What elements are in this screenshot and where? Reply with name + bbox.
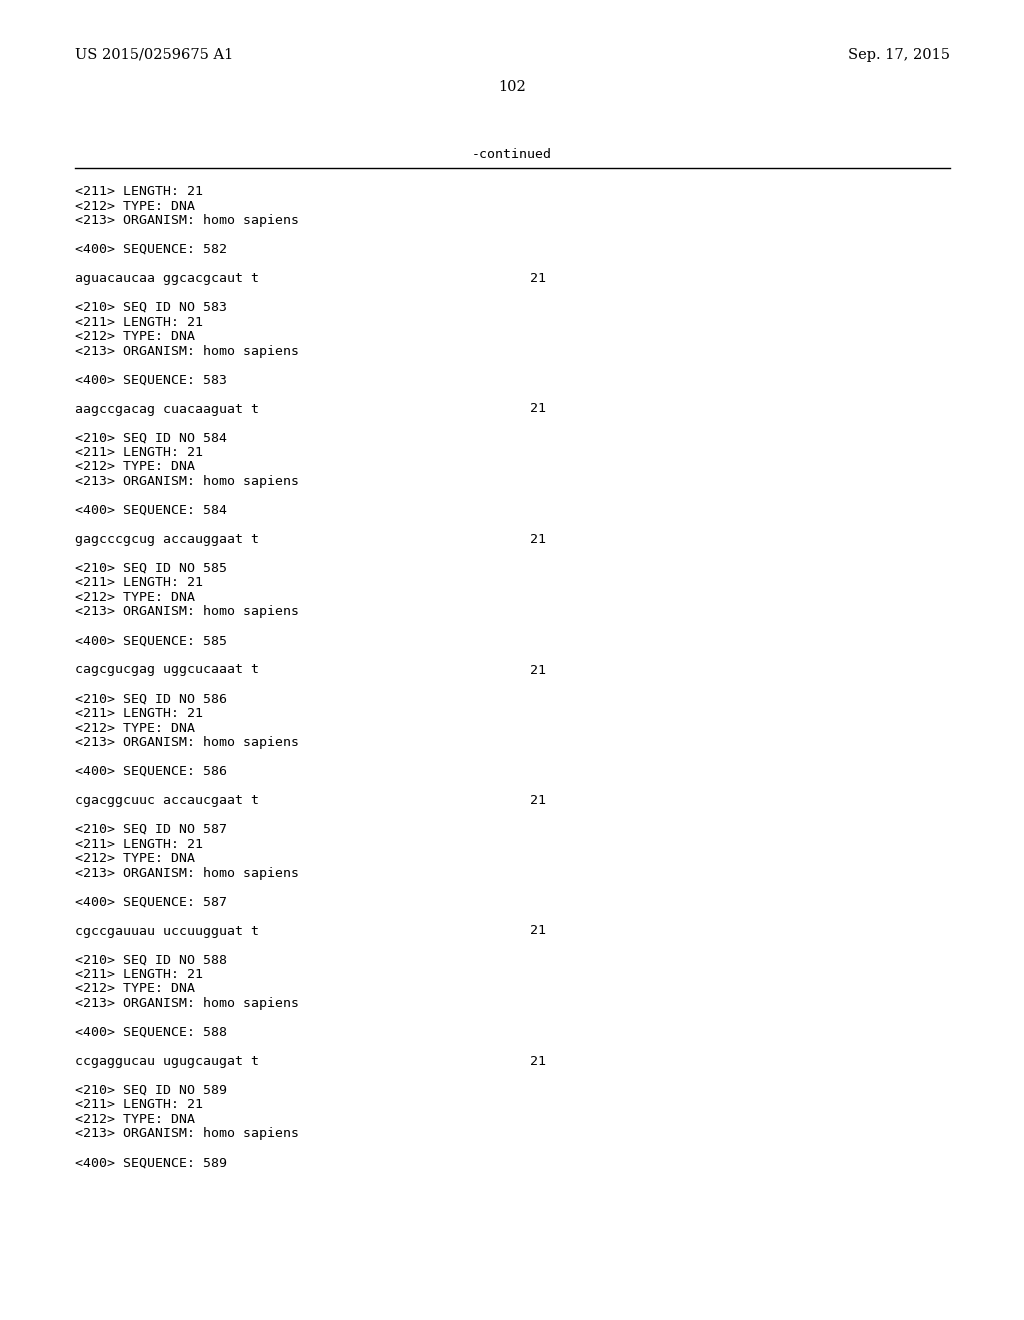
- Text: cagcgucgag uggcucaaat t: cagcgucgag uggcucaaat t: [75, 664, 259, 676]
- Text: <400> SEQUENCE: 583: <400> SEQUENCE: 583: [75, 374, 227, 387]
- Text: 102: 102: [498, 81, 526, 94]
- Text: aguacaucaa ggcacgcaut t: aguacaucaa ggcacgcaut t: [75, 272, 259, 285]
- Text: <212> TYPE: DNA: <212> TYPE: DNA: [75, 199, 195, 213]
- Text: 21: 21: [530, 1055, 546, 1068]
- Text: -continued: -continued: [472, 148, 552, 161]
- Text: 21: 21: [530, 924, 546, 937]
- Text: <400> SEQUENCE: 584: <400> SEQUENCE: 584: [75, 504, 227, 517]
- Text: <211> LENGTH: 21: <211> LENGTH: 21: [75, 577, 203, 590]
- Text: <210> SEQ ID NO 588: <210> SEQ ID NO 588: [75, 953, 227, 966]
- Text: US 2015/0259675 A1: US 2015/0259675 A1: [75, 48, 233, 62]
- Text: <211> LENGTH: 21: <211> LENGTH: 21: [75, 315, 203, 329]
- Text: 21: 21: [530, 272, 546, 285]
- Text: 21: 21: [530, 533, 546, 546]
- Text: <210> SEQ ID NO 586: <210> SEQ ID NO 586: [75, 693, 227, 705]
- Text: <213> ORGANISM: homo sapiens: <213> ORGANISM: homo sapiens: [75, 737, 299, 748]
- Text: 21: 21: [530, 403, 546, 416]
- Text: <212> TYPE: DNA: <212> TYPE: DNA: [75, 330, 195, 343]
- Text: cgccgauuau uccuugguat t: cgccgauuau uccuugguat t: [75, 924, 259, 937]
- Text: <212> TYPE: DNA: <212> TYPE: DNA: [75, 591, 195, 605]
- Text: <400> SEQUENCE: 587: <400> SEQUENCE: 587: [75, 895, 227, 908]
- Text: aagccgacag cuacaaguat t: aagccgacag cuacaaguat t: [75, 403, 259, 416]
- Text: <211> LENGTH: 21: <211> LENGTH: 21: [75, 185, 203, 198]
- Text: <213> ORGANISM: homo sapiens: <213> ORGANISM: homo sapiens: [75, 345, 299, 358]
- Text: <213> ORGANISM: homo sapiens: <213> ORGANISM: homo sapiens: [75, 1127, 299, 1140]
- Text: <400> SEQUENCE: 585: <400> SEQUENCE: 585: [75, 635, 227, 648]
- Text: <212> TYPE: DNA: <212> TYPE: DNA: [75, 461, 195, 474]
- Text: <400> SEQUENCE: 589: <400> SEQUENCE: 589: [75, 1156, 227, 1170]
- Text: <212> TYPE: DNA: <212> TYPE: DNA: [75, 851, 195, 865]
- Text: <212> TYPE: DNA: <212> TYPE: DNA: [75, 982, 195, 995]
- Text: <400> SEQUENCE: 586: <400> SEQUENCE: 586: [75, 766, 227, 777]
- Text: <210> SEQ ID NO 587: <210> SEQ ID NO 587: [75, 822, 227, 836]
- Text: <210> SEQ ID NO 589: <210> SEQ ID NO 589: [75, 1084, 227, 1097]
- Text: 21: 21: [530, 664, 546, 676]
- Text: <210> SEQ ID NO 583: <210> SEQ ID NO 583: [75, 301, 227, 314]
- Text: cgacggcuuc accaucgaat t: cgacggcuuc accaucgaat t: [75, 795, 259, 807]
- Text: <212> TYPE: DNA: <212> TYPE: DNA: [75, 722, 195, 734]
- Text: <210> SEQ ID NO 584: <210> SEQ ID NO 584: [75, 432, 227, 445]
- Text: <211> LENGTH: 21: <211> LENGTH: 21: [75, 1098, 203, 1111]
- Text: Sep. 17, 2015: Sep. 17, 2015: [848, 48, 950, 62]
- Text: <213> ORGANISM: homo sapiens: <213> ORGANISM: homo sapiens: [75, 606, 299, 619]
- Text: <400> SEQUENCE: 588: <400> SEQUENCE: 588: [75, 1026, 227, 1039]
- Text: <211> LENGTH: 21: <211> LENGTH: 21: [75, 968, 203, 981]
- Text: ccgaggucau ugugcaugat t: ccgaggucau ugugcaugat t: [75, 1055, 259, 1068]
- Text: <213> ORGANISM: homo sapiens: <213> ORGANISM: homo sapiens: [75, 997, 299, 1010]
- Text: 21: 21: [530, 795, 546, 807]
- Text: <210> SEQ ID NO 585: <210> SEQ ID NO 585: [75, 562, 227, 576]
- Text: <400> SEQUENCE: 582: <400> SEQUENCE: 582: [75, 243, 227, 256]
- Text: <213> ORGANISM: homo sapiens: <213> ORGANISM: homo sapiens: [75, 214, 299, 227]
- Text: <211> LENGTH: 21: <211> LENGTH: 21: [75, 708, 203, 719]
- Text: <211> LENGTH: 21: <211> LENGTH: 21: [75, 446, 203, 459]
- Text: <211> LENGTH: 21: <211> LENGTH: 21: [75, 837, 203, 850]
- Text: gagcccgcug accauggaat t: gagcccgcug accauggaat t: [75, 533, 259, 546]
- Text: <213> ORGANISM: homo sapiens: <213> ORGANISM: homo sapiens: [75, 475, 299, 488]
- Text: <213> ORGANISM: homo sapiens: <213> ORGANISM: homo sapiens: [75, 866, 299, 879]
- Text: <212> TYPE: DNA: <212> TYPE: DNA: [75, 1113, 195, 1126]
